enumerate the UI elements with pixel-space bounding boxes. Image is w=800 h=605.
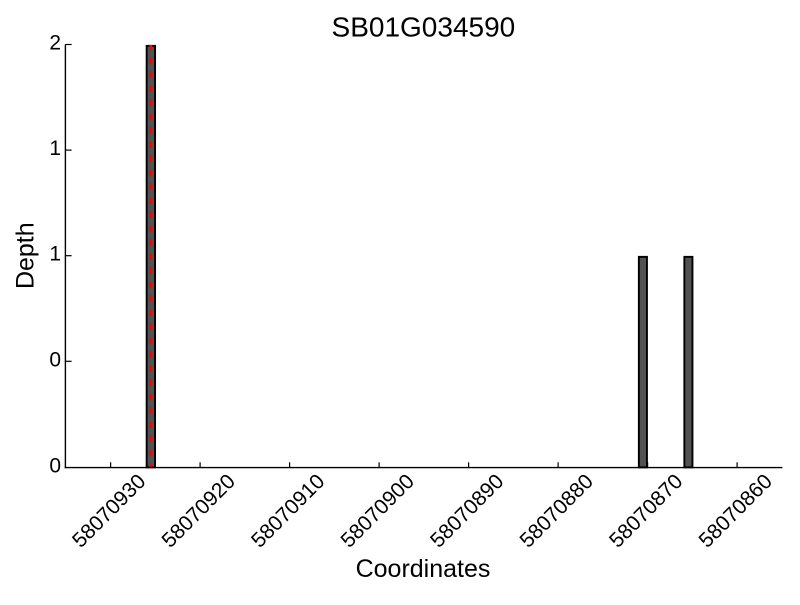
svg-text:2: 2 xyxy=(49,32,61,55)
svg-text:0: 0 xyxy=(49,454,61,477)
svg-text:SB01G034590: SB01G034590 xyxy=(332,12,516,43)
svg-text:1: 1 xyxy=(49,243,61,266)
svg-text:Coordinates: Coordinates xyxy=(356,555,491,583)
svg-text:Depth: Depth xyxy=(12,222,40,289)
svg-text:0: 0 xyxy=(49,348,61,371)
svg-text:1: 1 xyxy=(49,137,61,160)
